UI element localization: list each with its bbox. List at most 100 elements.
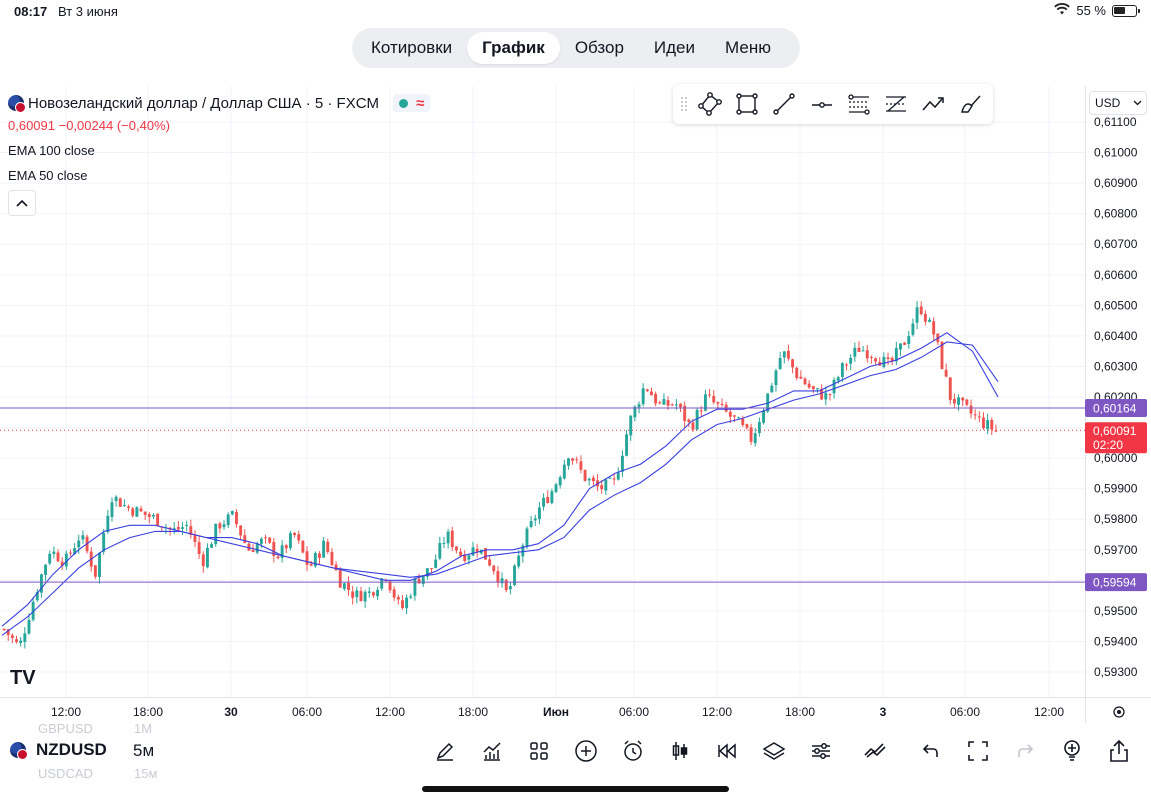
y-tick-label: 0,59800 bbox=[1094, 512, 1138, 526]
candle-body bbox=[60, 561, 64, 566]
candle-body bbox=[135, 507, 139, 517]
candle-body bbox=[392, 589, 396, 598]
top-nav: Котировки График Обзор Идеи Меню bbox=[352, 28, 800, 68]
horizontal-ray-tool-icon[interactable] bbox=[804, 87, 840, 121]
indicators-icon[interactable] bbox=[468, 734, 515, 768]
market-status-pill[interactable]: ≈ bbox=[393, 94, 431, 112]
chart-type-candles-icon[interactable] bbox=[656, 734, 703, 768]
candle-body bbox=[600, 485, 604, 490]
candle-body bbox=[118, 498, 122, 507]
symbol-row[interactable]: Новозеландский доллар / Доллар США · 5 ·… bbox=[8, 92, 431, 114]
candle-body bbox=[230, 511, 234, 515]
alert-clock-icon[interactable] bbox=[609, 734, 656, 768]
candle-body bbox=[405, 597, 409, 609]
candle-body bbox=[442, 542, 446, 544]
candle-body bbox=[587, 478, 591, 481]
tab-ideas[interactable]: Идеи bbox=[653, 38, 696, 57]
candle-body bbox=[903, 342, 907, 345]
y-tick-label: 0,61000 bbox=[1094, 146, 1138, 160]
tab-quotes[interactable]: Котировки bbox=[371, 38, 453, 57]
candle-body bbox=[674, 404, 678, 406]
x-tick-label: 12:00 bbox=[375, 705, 405, 719]
y-tick-label: 0,60700 bbox=[1094, 237, 1138, 251]
indicator-ema-50[interactable]: EMA 50 close bbox=[8, 168, 88, 183]
interval-selector[interactable]: 5м bbox=[133, 741, 155, 760]
collapse-legend-button[interactable] bbox=[8, 190, 36, 216]
draw-pen-icon[interactable] bbox=[421, 734, 468, 768]
candle-body bbox=[533, 518, 537, 521]
candle-body bbox=[990, 419, 994, 430]
candle-body bbox=[197, 542, 201, 554]
tab-chart[interactable]: График bbox=[467, 32, 560, 64]
candle-body bbox=[297, 534, 301, 541]
candle-body bbox=[172, 528, 176, 530]
candle-body bbox=[645, 389, 649, 391]
y-tick-label: 0,60000 bbox=[1094, 451, 1138, 465]
compare-icon[interactable] bbox=[852, 734, 899, 768]
candle-body bbox=[542, 497, 546, 507]
bottom-toolbar: GBPUSD 1М NZDUSD 5м USDCAD 15м bbox=[0, 721, 1151, 781]
x-tick-label: 06:00 bbox=[950, 705, 980, 719]
candle-body bbox=[156, 513, 160, 526]
candle-body bbox=[214, 523, 218, 545]
candle-body bbox=[865, 350, 869, 359]
fullscreen-icon[interactable] bbox=[954, 734, 1001, 768]
candle-body bbox=[749, 427, 753, 442]
pitchfan-tool-icon[interactable] bbox=[878, 87, 914, 121]
candle-body bbox=[840, 363, 844, 377]
candle-body bbox=[712, 395, 716, 403]
candle-body bbox=[176, 526, 180, 530]
candle-body bbox=[409, 596, 413, 598]
candle-body bbox=[869, 356, 873, 358]
settings-sliders-icon[interactable] bbox=[797, 734, 844, 768]
battery-icon bbox=[1112, 4, 1140, 17]
candle-body bbox=[820, 388, 824, 400]
candle-body bbox=[745, 424, 749, 428]
x-tick-label: 06:00 bbox=[619, 705, 649, 719]
candle-body bbox=[255, 543, 259, 553]
candle-body bbox=[861, 350, 865, 352]
symbol-title[interactable]: Новозеландский доллар / Доллар США · 5 ·… bbox=[28, 94, 380, 112]
candle-body bbox=[965, 399, 969, 405]
undo-icon[interactable] bbox=[907, 734, 954, 768]
brush-tool-icon[interactable] bbox=[953, 87, 989, 121]
idea-lightbulb-icon[interactable] bbox=[1048, 734, 1095, 768]
x-tick-label: 3 bbox=[880, 705, 887, 719]
candle-body bbox=[529, 521, 533, 527]
redo-icon[interactable] bbox=[1001, 734, 1048, 768]
trend-line-tool-icon[interactable] bbox=[766, 87, 802, 121]
x-tick-label: 30 bbox=[224, 705, 238, 719]
candle-body bbox=[786, 350, 790, 359]
axis-settings-icon[interactable] bbox=[1113, 706, 1125, 718]
candle-body bbox=[106, 515, 110, 533]
layers-icon[interactable] bbox=[750, 734, 797, 768]
share-icon[interactable] bbox=[1095, 734, 1142, 768]
candle-body bbox=[753, 433, 757, 444]
candle-body bbox=[56, 552, 60, 562]
fib-retracement-tool-icon[interactable] bbox=[841, 87, 877, 121]
replay-icon[interactable] bbox=[703, 734, 750, 768]
candle-body bbox=[828, 394, 832, 396]
arrow-path-tool-icon[interactable] bbox=[915, 87, 951, 121]
polygon-tool-icon[interactable] bbox=[692, 87, 728, 121]
indicator-ema-100[interactable]: EMA 100 close bbox=[8, 143, 95, 158]
rectangle-tool-icon[interactable] bbox=[729, 87, 765, 121]
drag-handle-icon[interactable] bbox=[677, 92, 691, 116]
candle-body bbox=[434, 559, 438, 568]
candle-body bbox=[550, 491, 554, 504]
layouts-grid-icon[interactable] bbox=[515, 734, 562, 768]
currency-select[interactable]: USD bbox=[1089, 91, 1147, 115]
candle-body bbox=[977, 416, 981, 418]
candle-body bbox=[737, 417, 741, 419]
add-symbol-icon[interactable] bbox=[562, 734, 609, 768]
symbol-selector[interactable]: NZDUSD bbox=[10, 740, 107, 760]
candle-body bbox=[703, 394, 707, 411]
tab-overview[interactable]: Обзор bbox=[574, 38, 624, 57]
tab-menu[interactable]: Меню bbox=[725, 38, 771, 57]
x-tick-label: 18:00 bbox=[785, 705, 815, 719]
candle-body bbox=[131, 508, 135, 516]
horizontal-line-label: 0,59594 bbox=[1093, 576, 1137, 590]
chevron-up-icon bbox=[16, 199, 28, 207]
candle-body bbox=[546, 496, 550, 503]
